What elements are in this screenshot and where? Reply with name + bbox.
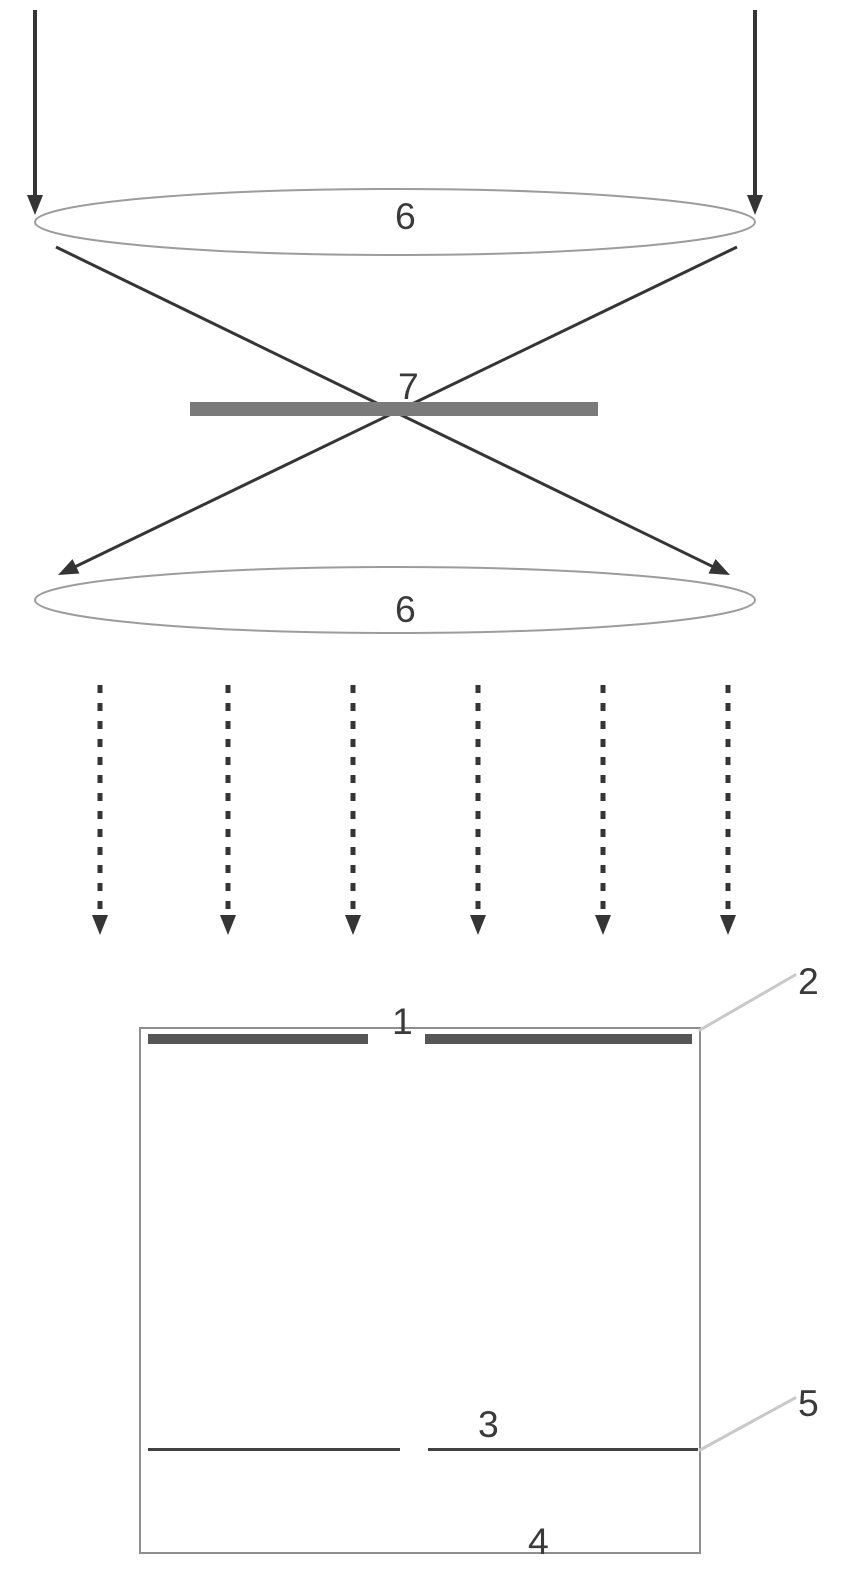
arrowhead	[470, 915, 486, 935]
arrowhead	[345, 915, 361, 935]
top-plate-right	[425, 1034, 692, 1044]
label-region4: 4	[528, 1520, 549, 1563]
diagram-svg	[0, 0, 848, 1572]
diagram-stage: 6 7 6 1 2 3 4 5	[0, 0, 848, 1572]
arrowhead	[220, 915, 236, 935]
label-box_top_lead: 2	[798, 960, 819, 1003]
label-stop: 7	[398, 365, 419, 408]
lower-plate-left	[148, 1448, 400, 1451]
arrowhead	[595, 915, 611, 935]
label-plate3: 3	[478, 1403, 499, 1446]
label-lower_lens: 6	[395, 588, 416, 631]
chamber-box	[140, 1028, 700, 1553]
label-box_bot_lead: 5	[798, 1382, 819, 1425]
arrowhead	[58, 559, 79, 575]
aperture-stop	[190, 402, 598, 416]
lead-line-5	[700, 1398, 795, 1450]
arrowhead	[709, 559, 730, 575]
top-plate-left	[148, 1034, 368, 1044]
arrowhead	[747, 195, 763, 215]
arrowhead	[27, 195, 43, 215]
arrowhead	[92, 915, 108, 935]
lead-line-2	[700, 975, 795, 1030]
lower-plate-right	[428, 1448, 698, 1451]
arrowhead	[720, 915, 736, 935]
label-top_plate: 1	[392, 1000, 413, 1043]
label-upper_lens: 6	[395, 195, 416, 238]
